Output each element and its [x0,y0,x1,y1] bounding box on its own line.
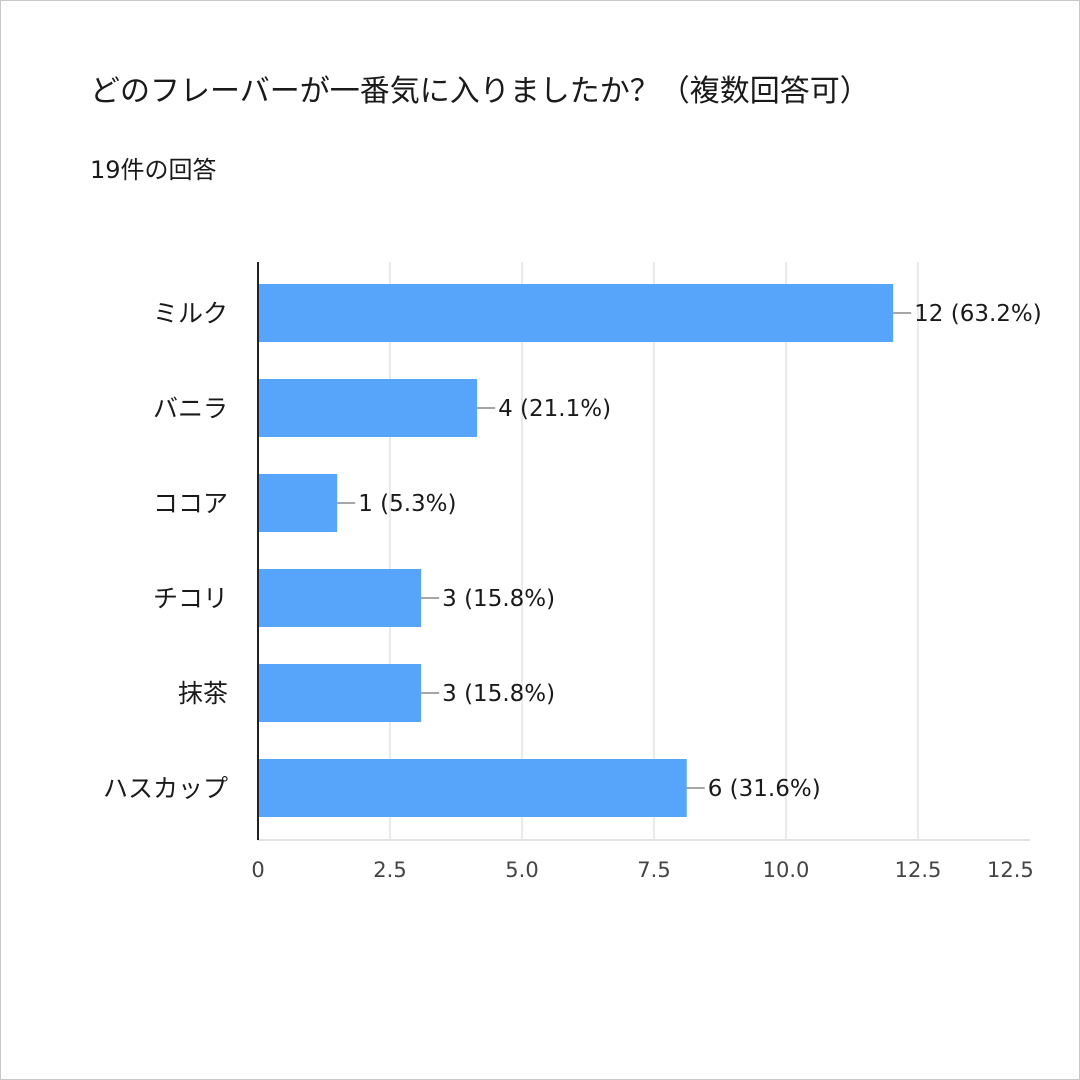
x-tick-label: 12.5 [895,858,942,882]
bar [258,474,338,532]
bar [258,759,687,817]
bar [258,284,894,342]
bar [258,664,422,722]
data-label: 12 (63.2%) [914,301,1042,327]
bar [258,379,478,437]
data-label: 6 (31.6%) [708,776,821,802]
x-tick-label: 0 [251,858,264,882]
category-label: チコリ [153,584,228,613]
x-tick-label: 5.0 [505,858,538,882]
data-label: 4 (21.1%) [498,396,611,422]
x-tick-label: 7.5 [637,858,670,882]
category-label: バニラ [153,394,228,423]
category-label: ミルク [153,299,228,328]
x-tick-label: 12.5 [987,858,1034,882]
response-count: 19件の回答 [90,156,217,184]
category-label: ココア [153,489,228,518]
bar [258,569,422,627]
chart-title: どのフレーバーが一番気に入りましたか？（複数回答可） [90,74,870,109]
x-tick-label: 2.5 [373,858,406,882]
category-label: ハスカップ [103,774,228,803]
x-tick-label: 10.0 [763,858,810,882]
data-label: 1 (5.3%) [358,491,456,517]
data-label: 3 (15.8%) [442,586,555,612]
category-label: 抹茶 [178,679,228,708]
data-label: 3 (15.8%) [442,681,555,707]
